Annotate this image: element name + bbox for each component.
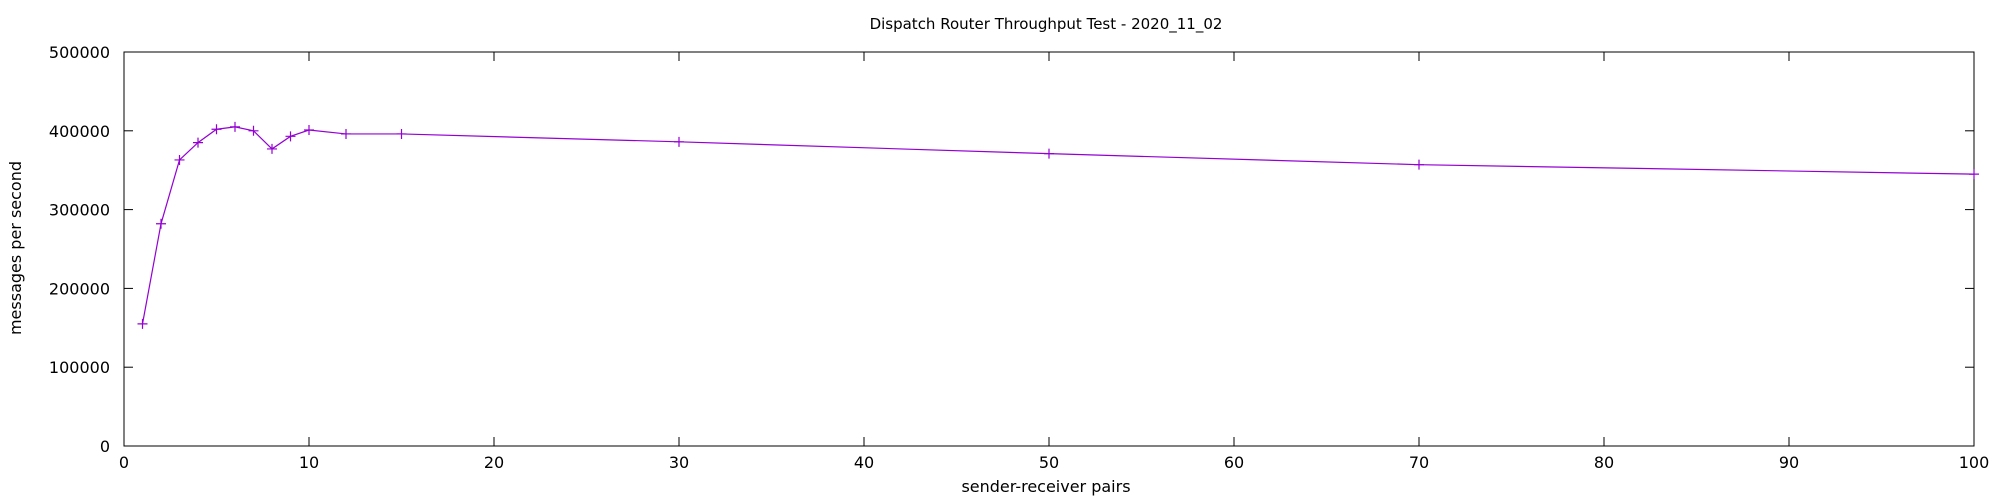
y-tick-label-2: 200000 xyxy=(49,279,110,298)
axis-ticks: 0 10 20 30 40 50 60 70 80 90 100 0 100000 200000 30000… xyxy=(49,43,1989,472)
x-tick-label-0: 0 xyxy=(119,453,129,472)
y-tick-label-1: 100000 xyxy=(49,358,110,377)
x-axis-label: sender-receiver pairs xyxy=(961,477,1130,496)
x-tick-label-10: 100 xyxy=(1959,453,1990,472)
plot-area-frame xyxy=(123,51,1975,447)
chart-title: Dispatch Router Throughput Test - 2020_1… xyxy=(870,15,1223,34)
data-point-4 xyxy=(211,124,222,135)
data-point-6 xyxy=(248,125,259,136)
x-tick-label-2: 20 xyxy=(484,453,504,472)
data-point-1 xyxy=(156,218,166,229)
x-tick-label-5: 50 xyxy=(1039,453,1059,472)
data-point-3 xyxy=(193,137,203,148)
y-tick-label-0: 0 xyxy=(100,437,110,456)
data-point-13 xyxy=(1044,148,1054,159)
y-axis-label: messages per second xyxy=(6,161,25,335)
data-point-15 xyxy=(1969,169,1979,180)
x-tick-label-8: 80 xyxy=(1594,453,1614,472)
y-tick-label-4: 400000 xyxy=(49,122,110,141)
data-point-10 xyxy=(341,128,351,139)
data-point-9 xyxy=(304,125,314,136)
y-tick-label-5: 500000 xyxy=(49,43,110,62)
series-line-0 xyxy=(141,126,1975,324)
data-point-11 xyxy=(396,128,407,139)
data-series xyxy=(137,121,1979,329)
data-point-8 xyxy=(285,131,296,142)
x-tick-label-3: 30 xyxy=(669,453,689,472)
x-tick-label-7: 70 xyxy=(1409,453,1429,472)
y-tick-label-3: 300000 xyxy=(49,201,110,220)
data-point-0 xyxy=(137,318,148,329)
data-point-7 xyxy=(267,143,277,154)
data-point-14 xyxy=(1414,159,1424,170)
x-tick-label-9: 90 xyxy=(1779,453,1799,472)
x-tick-label-6: 60 xyxy=(1224,453,1244,472)
data-point-2 xyxy=(174,154,185,165)
x-tick-label-1: 10 xyxy=(299,453,319,472)
data-point-5 xyxy=(230,121,240,132)
x-tick-label-4: 40 xyxy=(854,453,874,472)
data-point-12 xyxy=(674,136,684,147)
